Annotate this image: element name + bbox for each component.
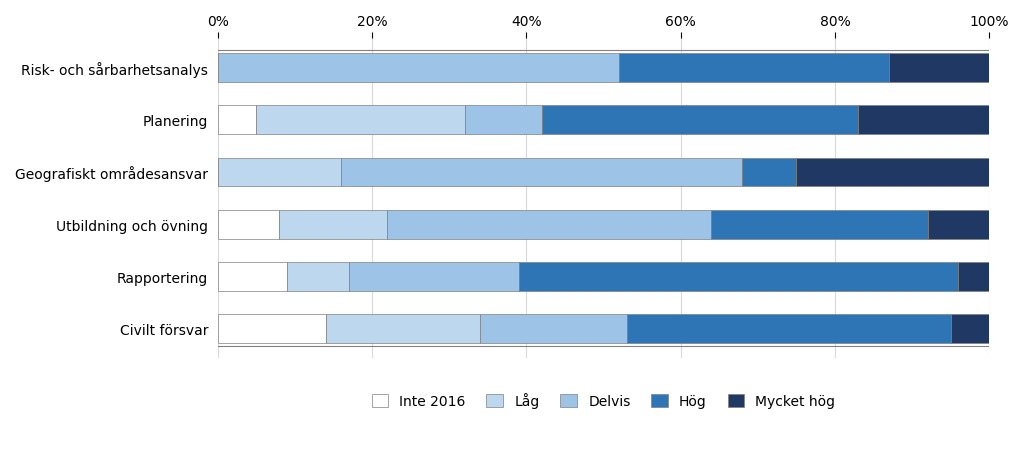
Bar bbox=[928, 210, 989, 239]
Bar bbox=[280, 210, 387, 239]
Bar bbox=[950, 315, 989, 343]
Bar bbox=[326, 315, 480, 343]
Legend: Inte 2016, Låg, Delvis, Hög, Mycket hög: Inte 2016, Låg, Delvis, Hög, Mycket hög bbox=[372, 392, 836, 408]
Bar bbox=[349, 262, 518, 291]
Bar bbox=[218, 54, 618, 83]
Bar bbox=[387, 210, 712, 239]
Bar bbox=[518, 262, 958, 291]
Bar bbox=[858, 106, 989, 135]
Bar bbox=[480, 315, 627, 343]
Bar bbox=[712, 210, 928, 239]
Bar bbox=[797, 158, 989, 187]
Bar bbox=[618, 54, 889, 83]
Bar bbox=[465, 106, 542, 135]
Bar bbox=[218, 315, 326, 343]
Bar bbox=[742, 158, 797, 187]
Bar bbox=[627, 315, 950, 343]
Bar bbox=[341, 158, 742, 187]
Bar bbox=[218, 158, 341, 187]
Bar bbox=[218, 106, 256, 135]
Bar bbox=[542, 106, 858, 135]
Bar bbox=[218, 262, 287, 291]
Bar bbox=[256, 106, 465, 135]
Bar bbox=[958, 262, 989, 291]
Bar bbox=[287, 262, 349, 291]
Bar bbox=[889, 54, 989, 83]
Bar bbox=[218, 210, 280, 239]
